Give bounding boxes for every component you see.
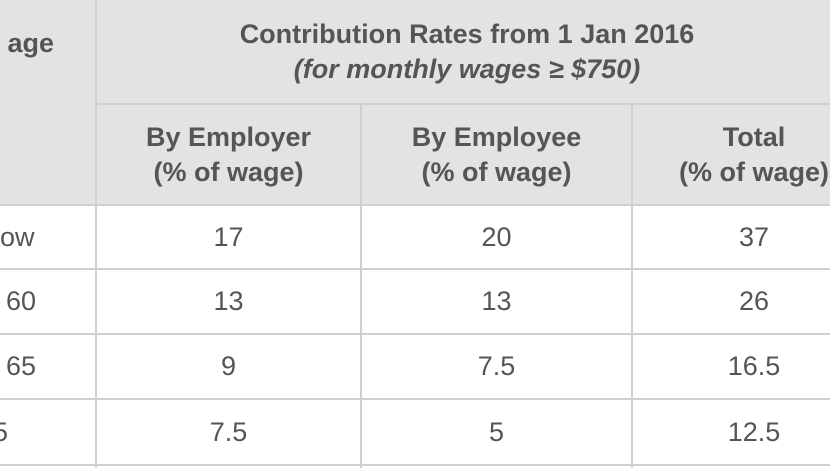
table-cell-employee: 5 — [361, 399, 632, 465]
table-cell-total: 16.5 — [632, 334, 830, 399]
table-row-age: 60 — [0, 269, 96, 334]
table-row-age: 5 — [0, 399, 96, 465]
table-cell-employee: 20 — [361, 205, 632, 269]
group-subtitle: (for monthly wages ≥ $750) — [293, 54, 641, 84]
table-cell-employer: 9 — [96, 334, 361, 399]
employer-header-line2: (% of wage) — [153, 156, 304, 187]
row-divider — [96, 103, 830, 105]
row-divider — [0, 268, 830, 270]
table-cell-employee: 7.5 — [361, 334, 632, 399]
employee-header-line1: By Employee — [411, 121, 582, 152]
table-cell-total: 12.5 — [632, 399, 830, 465]
table-cell-total: 37 — [632, 205, 830, 269]
age-column-header: age — [0, 0, 96, 205]
employee-header-line2: (% of wage) — [421, 156, 572, 187]
table-cell-employer: 7.5 — [96, 399, 361, 465]
contribution-rates-group-header: Contribution Rates from 1 Jan 2016 (for … — [96, 0, 830, 104]
table-cell-employer: 17 — [96, 205, 361, 269]
total-column-header: Total (% of wage) — [632, 104, 830, 205]
employee-column-header: By Employee (% of wage) — [361, 104, 632, 205]
column-divider — [360, 104, 362, 468]
row-divider — [0, 204, 830, 206]
total-header-line2: (% of wage) — [678, 156, 829, 187]
group-title: Contribution Rates from 1 Jan 2016 — [239, 19, 695, 50]
row-divider — [0, 333, 830, 335]
table-cell-employer: 13 — [96, 269, 361, 334]
table-row-age: 65 — [0, 334, 96, 399]
table-cell-employee: 13 — [361, 269, 632, 334]
age-header-label: age — [7, 28, 54, 58]
employer-header-line1: By Employer — [145, 121, 312, 152]
employer-column-header: By Employer (% of wage) — [96, 104, 361, 205]
table-cell-total: 26 — [632, 269, 830, 334]
column-divider — [631, 104, 633, 468]
column-divider — [95, 0, 97, 468]
row-divider — [0, 398, 830, 400]
total-header-line1: Total — [722, 121, 786, 152]
table-row-age: ow — [0, 205, 96, 269]
row-divider — [0, 464, 830, 466]
